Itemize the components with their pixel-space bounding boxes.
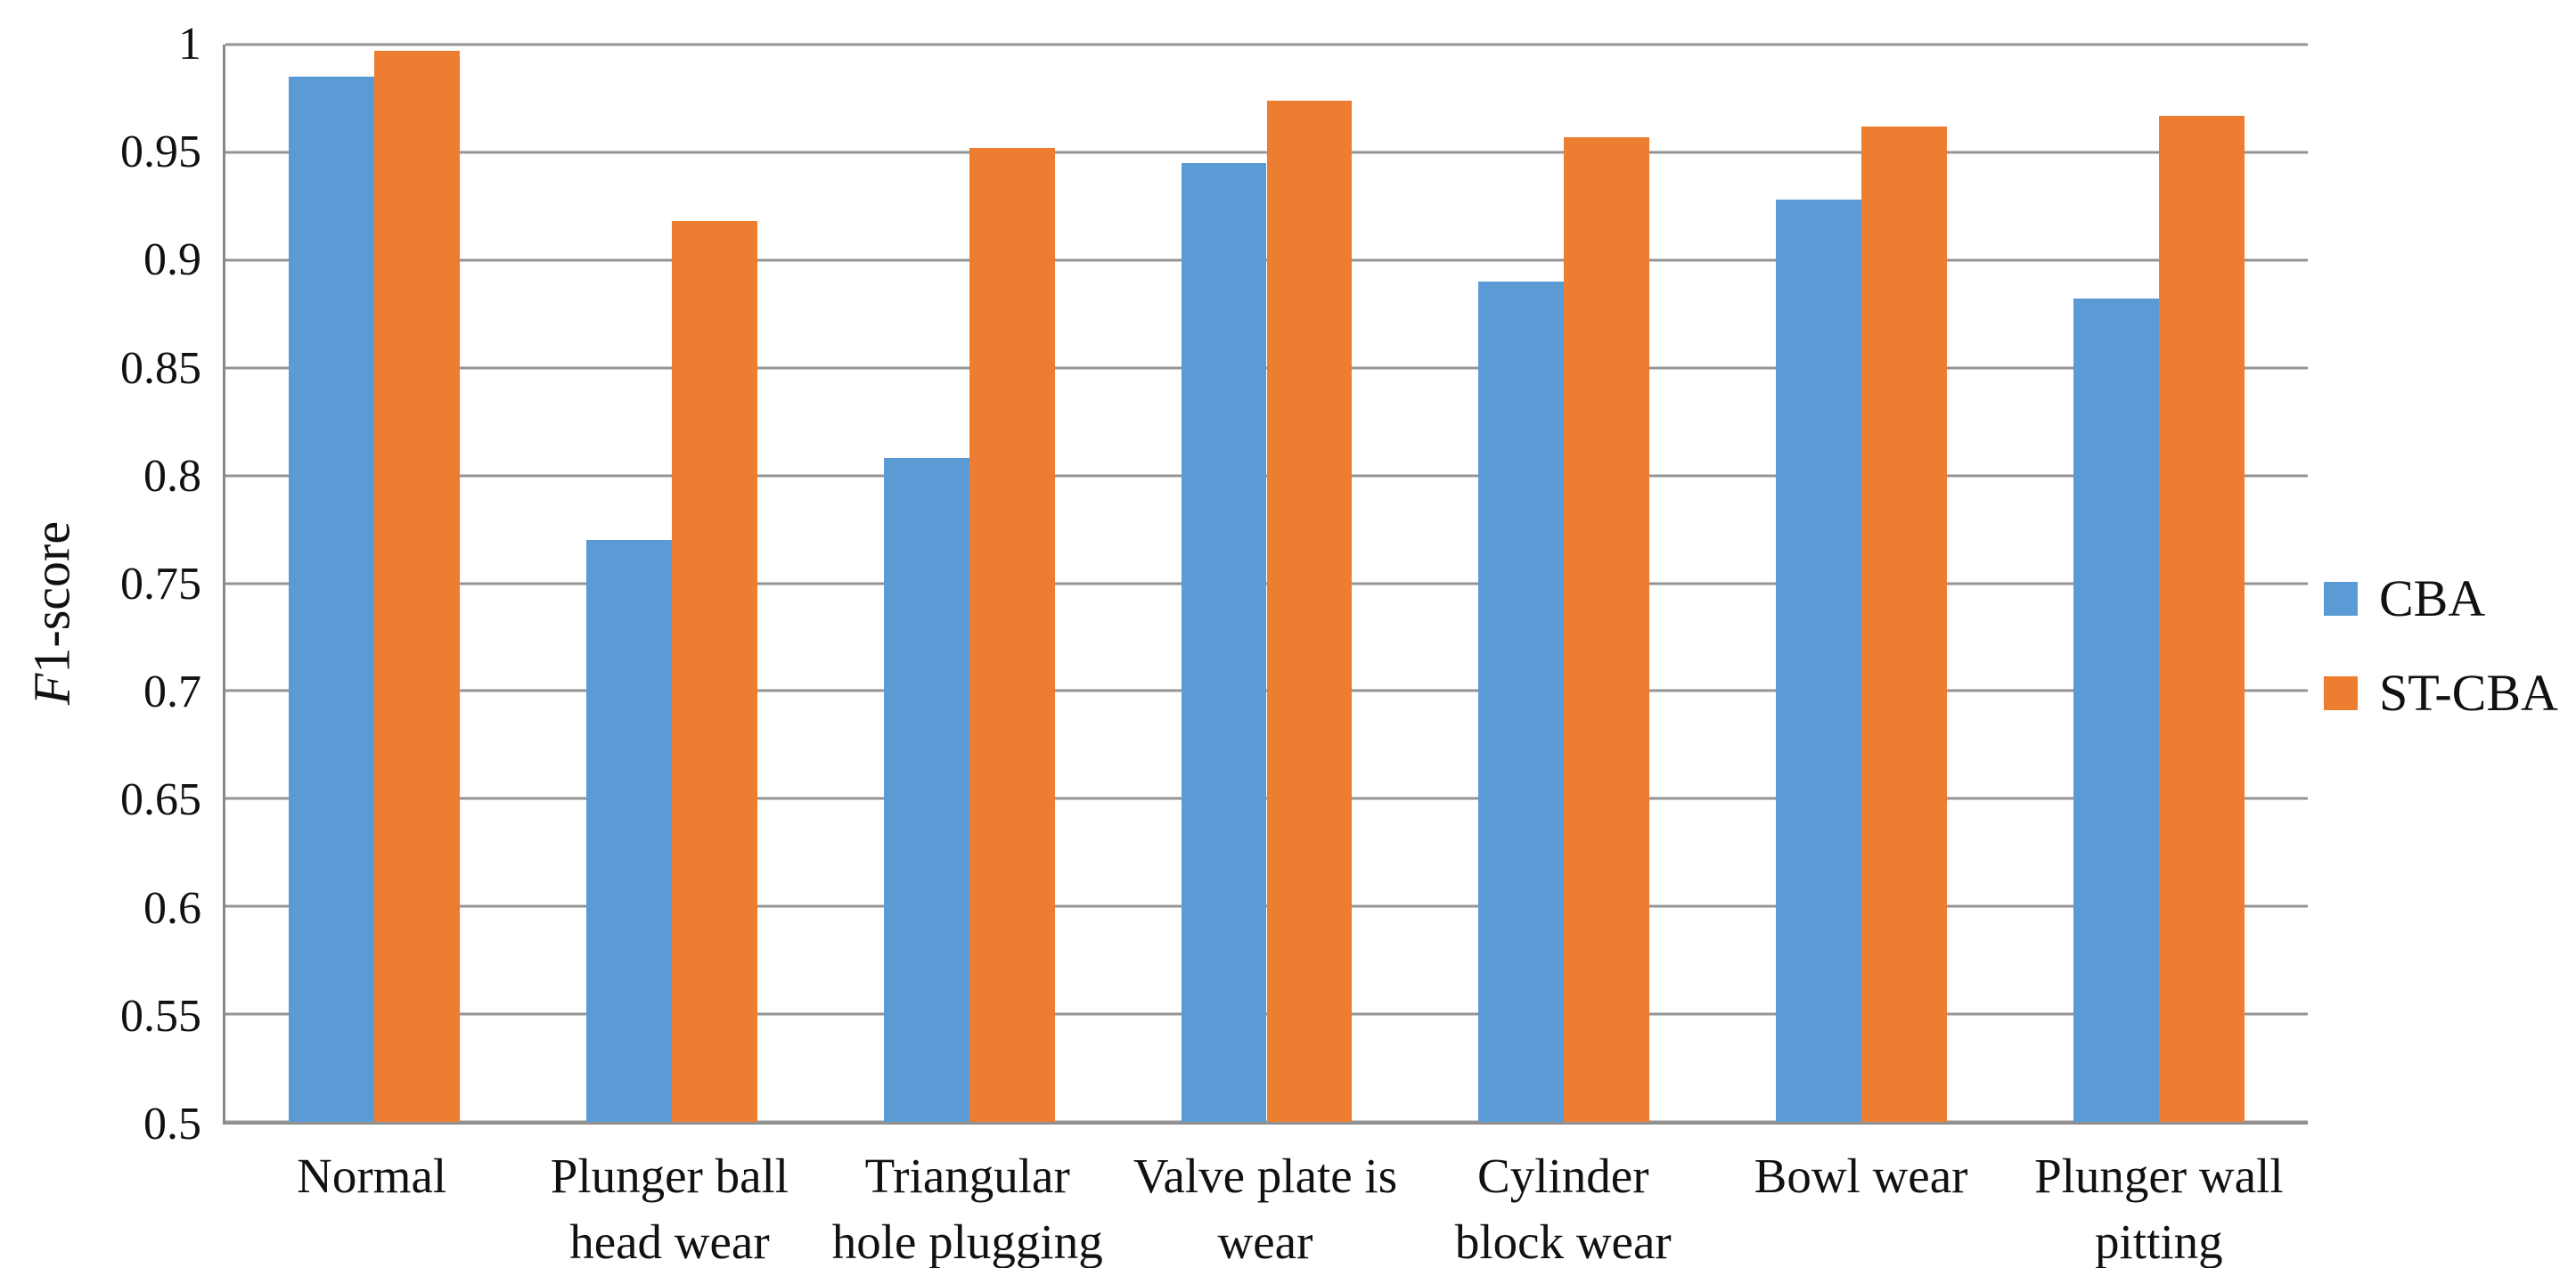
y-tick-label: 0.95 [120, 127, 201, 178]
category-label-line: wear [1217, 1215, 1313, 1268]
gridline [225, 43, 2308, 46]
bar-cba [1181, 162, 1267, 1122]
bar-cba [1478, 281, 1565, 1122]
category-label: Valve plate is wear [1116, 1143, 1414, 1268]
y-tick-label: 0.65 [120, 774, 201, 826]
bar-cba [289, 77, 374, 1122]
bar-st-cba [1861, 126, 1948, 1122]
bar-st-cba [969, 148, 1055, 1122]
category-label: Plunger wall pitting [2010, 1143, 2308, 1268]
bar-cba [883, 458, 969, 1122]
bar-cba [585, 540, 672, 1122]
category-label-line: block wear [1454, 1215, 1672, 1268]
legend-swatch [2324, 582, 2358, 616]
legend-label: ST-CBA [2379, 664, 2558, 722]
y-tick-label: 0.6 [143, 882, 201, 934]
y-tick-label: 0.55 [120, 990, 201, 1042]
bar-st-cba [2159, 115, 2245, 1122]
y-tick-label: 1 [178, 19, 201, 70]
legend-item: CBA [2324, 572, 2558, 626]
category-label: Plunger ball head wear [520, 1143, 818, 1268]
category-label-line: pitting [2095, 1215, 2223, 1268]
legend-swatch [2324, 676, 2358, 710]
bar-st-cba [1266, 100, 1353, 1122]
bar-st-cba [373, 51, 460, 1122]
category-label: Normal [223, 1143, 520, 1209]
gridline [225, 1120, 2308, 1124]
bar-cba [1776, 200, 1862, 1122]
y-tick-label: 0.8 [143, 450, 201, 502]
plot-area [223, 43, 2308, 1125]
bar-st-cba [671, 221, 757, 1122]
y-tick-label: 0.7 [143, 667, 201, 718]
legend-label: CBA [2379, 569, 2486, 627]
category-label-line: Valve plate is [1133, 1149, 1398, 1203]
bar-st-cba [1564, 136, 1650, 1122]
category-label-line: Plunger wall [2034, 1149, 2284, 1203]
y-tick-label: 0.85 [120, 342, 201, 394]
category-label: Bowl wear [1712, 1143, 2009, 1209]
category-label-line: Normal [297, 1149, 447, 1203]
category-label-line: head wear [569, 1215, 770, 1268]
category-label: Triangular hole plugging [819, 1143, 1116, 1268]
bar-cba [2073, 299, 2160, 1122]
legend-item: ST-CBA [2324, 667, 2558, 720]
category-label-line: Cylinder [1477, 1149, 1649, 1203]
y-tick-label: 0.5 [143, 1099, 201, 1149]
category-label: Cylinder block wear [1414, 1143, 1712, 1268]
category-label-line: Plunger ball [550, 1149, 789, 1203]
legend: CBA ST-CBA [2324, 572, 2558, 720]
category-label-line: Triangular [864, 1149, 1070, 1203]
x-axis-labels: Normal Plunger ball head wear Triangular hol… [223, 1143, 2308, 1268]
y-axis-ticks: 1 0.95 0.9 0.85 0.8 0.75 0.7 0.65 0.6 0.55 0.5 [0, 21, 201, 1148]
category-label-line: hole plugging [831, 1215, 1103, 1268]
y-tick-label: 0.9 [143, 234, 201, 286]
y-tick-label: 0.75 [120, 559, 201, 609]
category-label-line: Bowl wear [1754, 1149, 1968, 1203]
